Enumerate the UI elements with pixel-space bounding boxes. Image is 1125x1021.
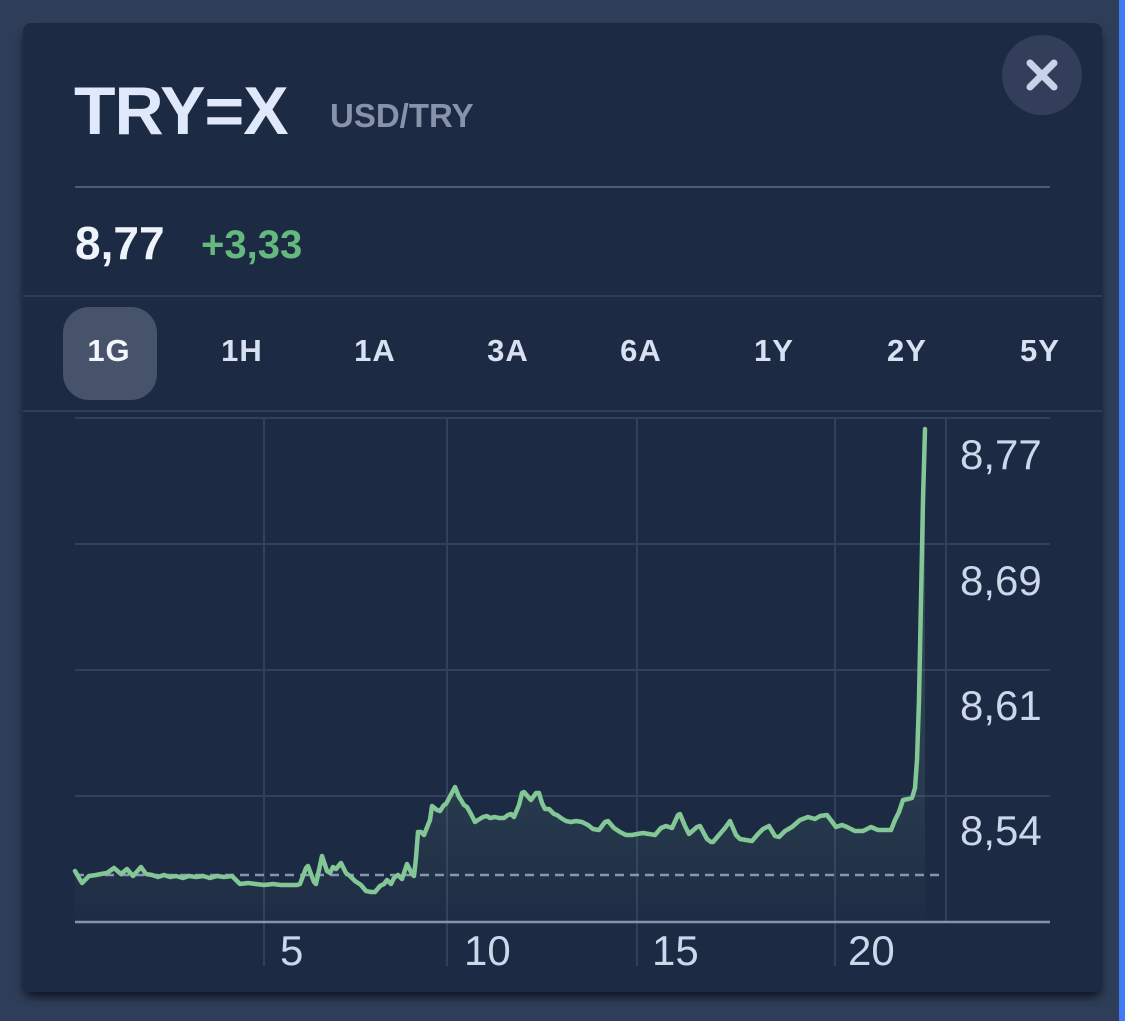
- svg-text:20: 20: [848, 927, 895, 974]
- svg-text:10: 10: [464, 927, 511, 974]
- svg-text:8,69: 8,69: [960, 557, 1042, 604]
- svg-text:8,54: 8,54: [960, 807, 1042, 854]
- svg-text:15: 15: [652, 927, 699, 974]
- svg-text:8,61: 8,61: [960, 682, 1042, 729]
- svg-text:5: 5: [280, 927, 303, 974]
- svg-text:8,77: 8,77: [960, 431, 1042, 478]
